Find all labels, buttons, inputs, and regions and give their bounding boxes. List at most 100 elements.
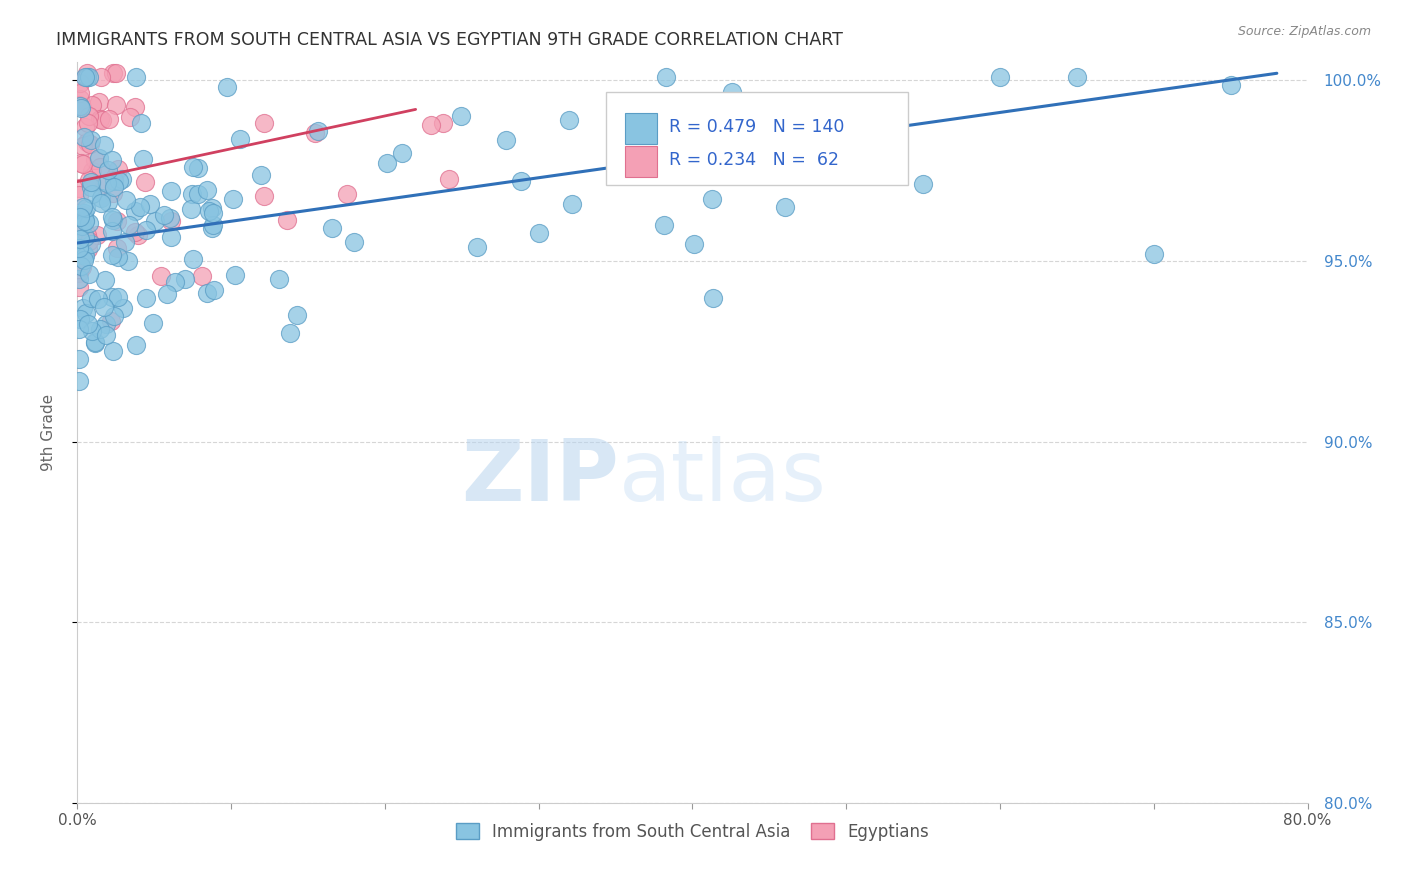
Point bbox=[69, 92, 91, 106]
Point bbox=[111, 301, 134, 315]
Point bbox=[307, 124, 329, 138]
Point bbox=[67, 188, 90, 202]
Point bbox=[654, 70, 676, 84]
Point bbox=[101, 66, 124, 80]
Point bbox=[70, 259, 93, 273]
Point bbox=[111, 171, 134, 186]
Point bbox=[105, 214, 128, 228]
Point bbox=[72, 139, 94, 153]
Point bbox=[143, 213, 166, 227]
Point bbox=[160, 213, 183, 227]
Point bbox=[142, 317, 165, 331]
Point bbox=[93, 178, 115, 192]
Point bbox=[720, 85, 742, 99]
Point bbox=[69, 156, 91, 170]
Point bbox=[89, 112, 111, 126]
Point bbox=[73, 70, 96, 84]
Point bbox=[280, 326, 302, 340]
Point bbox=[108, 174, 131, 188]
Point bbox=[202, 283, 225, 297]
Point bbox=[83, 153, 105, 167]
Point bbox=[77, 109, 100, 123]
Point bbox=[72, 157, 94, 171]
Point bbox=[276, 212, 298, 227]
Point bbox=[912, 177, 935, 191]
Point bbox=[101, 225, 124, 239]
Point bbox=[67, 181, 90, 195]
Point bbox=[773, 200, 796, 214]
Point bbox=[67, 375, 90, 389]
Text: R = 0.234   N =  62: R = 0.234 N = 62 bbox=[669, 152, 839, 169]
Point bbox=[69, 210, 91, 224]
Point bbox=[93, 301, 115, 315]
Point bbox=[527, 226, 550, 240]
Point bbox=[89, 161, 111, 175]
Point bbox=[180, 202, 202, 216]
Point bbox=[80, 324, 103, 338]
Point bbox=[76, 318, 98, 332]
Point bbox=[249, 168, 271, 182]
Point bbox=[683, 236, 706, 251]
Text: ZIP: ZIP bbox=[461, 435, 619, 518]
Point bbox=[866, 132, 889, 146]
Point bbox=[253, 116, 276, 130]
Point bbox=[336, 187, 359, 202]
Point bbox=[129, 200, 152, 214]
Point bbox=[84, 336, 107, 351]
Point bbox=[159, 184, 181, 198]
Point bbox=[107, 290, 129, 304]
Point bbox=[67, 98, 90, 112]
Point bbox=[94, 327, 117, 342]
Point bbox=[69, 86, 91, 100]
Point bbox=[391, 145, 413, 160]
Point bbox=[97, 162, 120, 177]
Point bbox=[201, 221, 224, 235]
Point bbox=[89, 95, 111, 109]
Point bbox=[125, 338, 148, 352]
FancyBboxPatch shape bbox=[624, 112, 657, 144]
Point bbox=[215, 80, 238, 95]
Point bbox=[67, 241, 90, 255]
FancyBboxPatch shape bbox=[624, 146, 657, 178]
Point bbox=[77, 173, 100, 187]
Point bbox=[195, 286, 218, 301]
Point bbox=[100, 314, 122, 328]
Point bbox=[252, 189, 274, 203]
Y-axis label: 9th Grade: 9th Grade bbox=[42, 394, 56, 471]
Legend: Immigrants from South Central Asia, Egyptians: Immigrants from South Central Asia, Egyp… bbox=[449, 816, 936, 847]
Point bbox=[75, 120, 97, 134]
Point bbox=[80, 98, 103, 112]
Point bbox=[202, 206, 225, 220]
Point bbox=[652, 219, 675, 233]
Point bbox=[73, 130, 96, 145]
Point bbox=[700, 192, 723, 206]
Point bbox=[101, 213, 124, 227]
Point bbox=[94, 317, 117, 331]
Point bbox=[91, 113, 114, 128]
Point bbox=[73, 230, 96, 244]
Point bbox=[118, 219, 141, 233]
Point bbox=[76, 70, 98, 84]
Point bbox=[67, 272, 90, 286]
Point bbox=[153, 208, 176, 222]
Point bbox=[90, 191, 112, 205]
Point bbox=[439, 172, 461, 186]
Point bbox=[70, 260, 93, 274]
Point bbox=[103, 186, 125, 201]
Point bbox=[117, 254, 139, 268]
Point bbox=[93, 138, 115, 153]
Point bbox=[67, 280, 90, 294]
Point bbox=[77, 70, 100, 84]
Point bbox=[73, 249, 96, 263]
Point bbox=[267, 272, 290, 286]
Point bbox=[67, 266, 90, 280]
Point bbox=[285, 308, 308, 322]
Point bbox=[180, 187, 202, 202]
Point bbox=[90, 70, 112, 84]
Point bbox=[304, 126, 326, 140]
Point bbox=[510, 174, 533, 188]
Point bbox=[67, 99, 90, 113]
Point bbox=[69, 76, 91, 90]
Point bbox=[375, 156, 398, 170]
Point bbox=[835, 124, 858, 138]
